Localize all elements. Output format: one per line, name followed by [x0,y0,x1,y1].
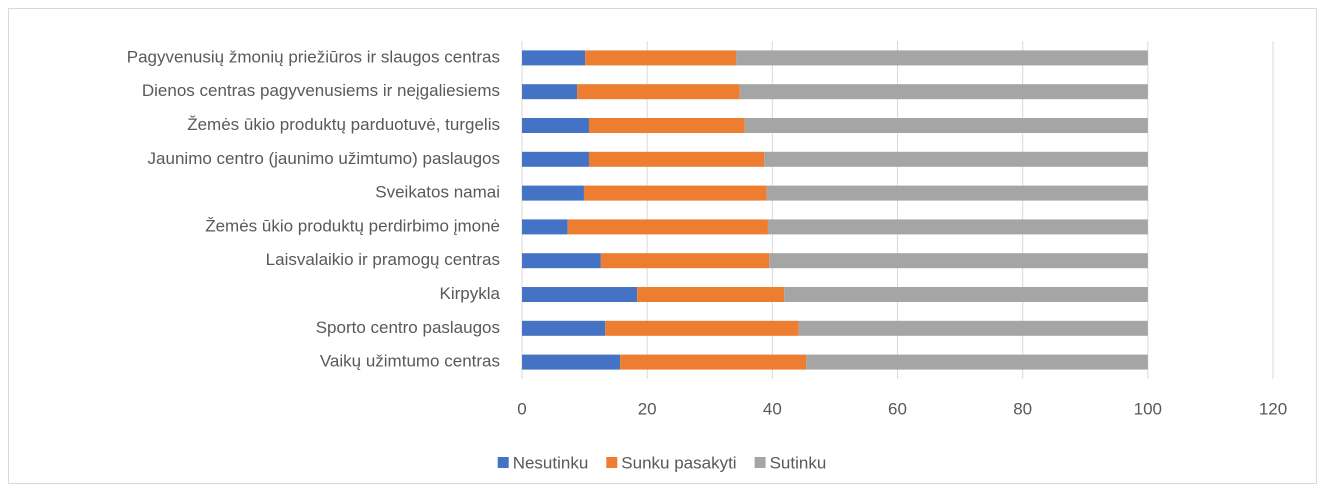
bar-segment [769,253,1148,269]
legend-swatch [754,457,766,468]
bar-segment [767,219,1148,235]
x-tick-label: 40 [763,399,782,418]
legend-label: Nesutinku [513,453,589,472]
x-tick-label: 80 [1013,399,1032,418]
x-tick-label: 120 [1259,399,1287,418]
bar-segment [600,253,770,269]
bar-segment [577,84,740,100]
legend-label: Sutinku [770,453,827,472]
y-tick-label: Žemės ūkio produktų perdirbimo įmonė [205,216,500,235]
y-tick-label: Laisvalaikio ir pramogų centras [266,250,500,269]
bar-segment [736,50,1148,66]
bar-segment [522,185,584,201]
bar-segment [637,287,785,302]
bar-segment [522,287,638,302]
y-tick-label: Sveikatos namai [375,183,500,202]
y-tick-label: Sporto centro paslaugos [316,318,500,337]
y-tick-label: Pagyvenusių žmonių priežiūros ir slaugos… [127,47,500,66]
bar-segment [766,185,1148,201]
bar-segment [620,354,807,370]
bar-segment [583,185,767,201]
x-tick-label: 60 [888,399,907,418]
bar-segment [585,50,737,66]
bar-segment [806,354,1148,370]
legend-label: Sunku pasakyti [621,453,736,472]
bar-segment [522,219,568,235]
bar-segment [739,84,1148,100]
bar-segment [522,84,578,100]
y-tick-label: Kirpykla [440,284,501,303]
bar-segment [522,354,621,370]
chart-frame [8,8,1317,484]
bar-segment [744,118,1148,133]
bar-segment [764,151,1148,167]
bar-segment [567,219,768,235]
x-tick-label: 0 [517,399,526,418]
bar-segment [588,151,765,167]
y-tick-label: Jaunimo centro (jaunimo užimtumo) paslau… [148,149,500,168]
bar-segment [522,50,586,66]
bar-segment [522,320,606,336]
y-tick-label: Vaikų užimtumo centras [320,352,500,371]
x-tick-label: 100 [1134,399,1162,418]
y-tick-label: Žemės ūkio produktų parduotuvė, turgelis [187,115,500,134]
x-tick-label: 20 [638,399,657,418]
bar-segment [588,118,745,133]
bar-segment [605,320,799,336]
y-tick-label: Dienos centras pagyvenusiems ir neįgalie… [142,81,500,100]
bar-segment [522,151,589,167]
bar-segment [522,118,589,133]
bar-segment [798,320,1148,336]
legend-swatch [606,457,618,468]
bar-segment [784,287,1148,302]
bar-segment [522,253,601,269]
legend-swatch [497,457,509,468]
